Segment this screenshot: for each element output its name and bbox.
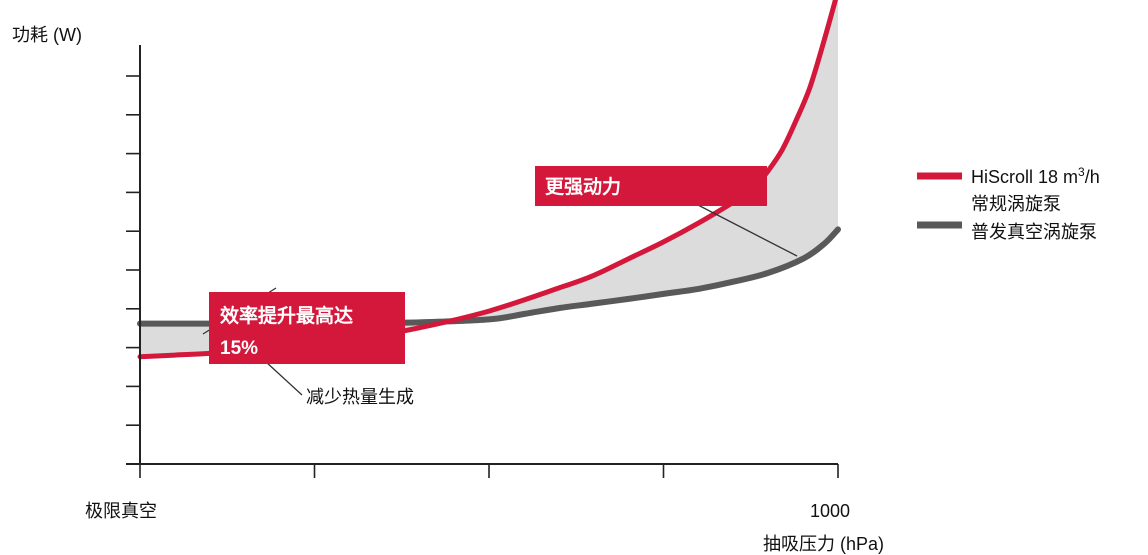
legend: HiScroll 18 m3/h 常规涡旋泵 普发真空涡旋泵 — [917, 165, 1100, 242]
heat-annotation: 减少热量生成 — [306, 387, 414, 407]
power-tag-box — [535, 166, 767, 206]
legend-label-conventional-line-2: 普发真空涡旋泵 — [971, 222, 1097, 242]
efficiency-tag-line-2: 15% — [220, 338, 258, 359]
x-tick-label-max: 1000 — [810, 501, 850, 521]
legend-label-conventional-line-1: 常规涡旋泵 — [971, 194, 1061, 214]
difference-area — [140, 0, 838, 357]
efficiency-tag-box — [209, 292, 405, 364]
efficiency-tag-line-1: 效率提升最高达 — [220, 304, 353, 327]
y-axis-label: 功耗 (W) — [12, 25, 82, 45]
legend-label-hiscroll-sup: 3 — [1078, 165, 1085, 179]
x-tick-label-min: 极限真空 — [85, 501, 157, 521]
efficiency-tag: 效率提升最高达 15% — [209, 292, 405, 364]
y-axis-ticks — [126, 75, 140, 427]
legend-label-hiscroll-suffix: /h — [1085, 167, 1100, 187]
legend-label-hiscroll: HiScroll 18 m3/h — [971, 165, 1100, 187]
x-axis-ticks — [139, 464, 839, 478]
x-axis-label: 抽吸压力 (hPa) — [763, 534, 884, 554]
power-tag: 更强动力 — [535, 166, 767, 206]
power-leader-line — [697, 204, 798, 257]
legend-label-hiscroll-text: HiScroll 18 m — [971, 167, 1078, 187]
power-tag-text: 更强动力 — [545, 175, 621, 198]
